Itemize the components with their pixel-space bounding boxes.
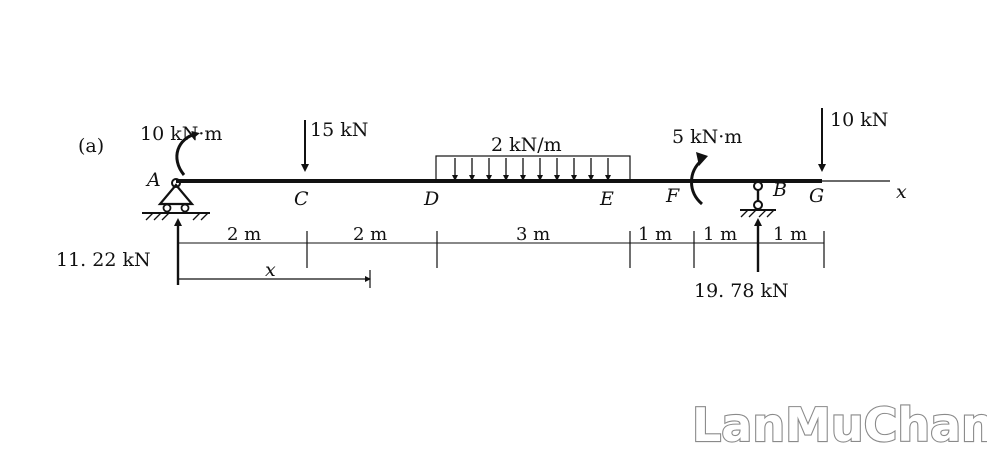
dim-label-EF: 1 m xyxy=(638,224,672,245)
point-label-B: B xyxy=(772,179,787,201)
pin-support-A xyxy=(142,178,210,221)
reaction-label-A: 11. 22 kN xyxy=(56,249,151,271)
dimension-line xyxy=(177,231,825,268)
force-label-G: 10 kN xyxy=(830,109,888,131)
moment-arrowhead-F xyxy=(696,152,708,166)
reaction-label-B: 19. 78 kN xyxy=(694,280,789,302)
point-label-F: F xyxy=(665,185,680,207)
moment-arrow-A xyxy=(175,130,200,176)
point-label-G: G xyxy=(809,185,824,207)
x-axis-label: x xyxy=(896,181,907,203)
dim-label-DE: 3 m xyxy=(516,224,550,245)
figure-label: (a) xyxy=(78,135,104,157)
point-label-C: C xyxy=(294,188,309,210)
position-variable-label: x xyxy=(265,259,276,281)
moment-label-F: 5 kN·m xyxy=(672,126,742,148)
point-label-D: D xyxy=(423,188,439,210)
dim-label-FB: 1 m xyxy=(703,224,737,245)
watermark-logo: LanMuChan xyxy=(692,398,987,452)
distributed-load-label: 2 kN/m xyxy=(491,134,562,156)
roller-support-B xyxy=(740,181,776,218)
point-label-E: E xyxy=(599,188,614,210)
dim-label-BG: 1 m xyxy=(773,224,807,245)
distributed-load-DE xyxy=(435,155,631,182)
point-label-A: A xyxy=(145,169,161,191)
dim-label-AC: 2 m xyxy=(227,224,261,245)
dim-label-CD: 2 m xyxy=(353,224,387,245)
force-label-C: 15 kN xyxy=(310,119,368,141)
moment-label-A: 10 kN·m xyxy=(140,123,222,145)
